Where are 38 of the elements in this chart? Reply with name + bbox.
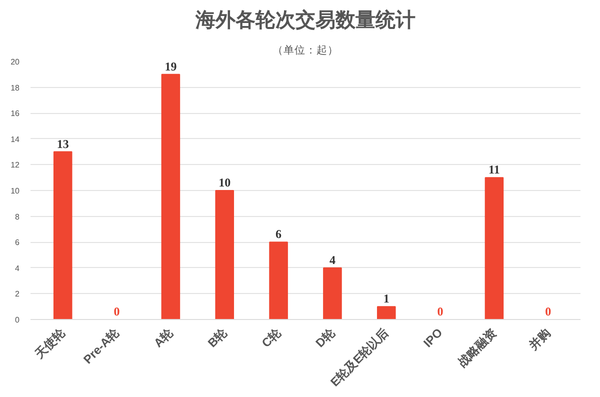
y-tick-label: 6 — [15, 238, 20, 248]
data-label: 19 — [164, 59, 177, 74]
x-tick-label: B轮 — [205, 324, 230, 350]
x-tick-label: 天使轮 — [32, 324, 69, 362]
y-tick-label: 2 — [15, 290, 20, 299]
x-tick-label: C轮 — [258, 324, 284, 350]
bar — [323, 267, 342, 320]
y-tick-label: 20 — [10, 58, 20, 66]
x-tick-label: 战略融资 — [455, 326, 500, 370]
bar — [53, 151, 72, 320]
y-tick-label: 4 — [15, 264, 20, 273]
data-label: 4 — [329, 252, 336, 267]
x-tick-label: 并购 — [526, 326, 554, 354]
y-tick-label: 14 — [10, 134, 20, 144]
data-label: 6 — [276, 227, 282, 242]
chart-subtitle: （单位：起） — [272, 44, 338, 56]
data-label: 0 — [437, 304, 444, 318]
y-tick-label: 18 — [10, 83, 20, 92]
x-tick-label: D轮 — [312, 324, 338, 350]
y-tick-label: 8 — [15, 212, 20, 222]
y-tick-label: 0 — [15, 316, 20, 324]
y-tick-label: 10 — [10, 186, 20, 196]
bar — [484, 177, 504, 320]
data-label: 0 — [114, 304, 120, 318]
data-label: 13 — [56, 136, 69, 151]
bar — [161, 74, 180, 320]
bar — [376, 306, 396, 320]
x-tick-label: IPO — [420, 326, 446, 350]
chart-title: 海外各轮次交易数量统计 — [194, 8, 416, 32]
y-tick-label: 12 — [10, 160, 20, 170]
data-label: 10 — [218, 176, 231, 190]
x-tick-label: A轮 — [151, 324, 176, 350]
y-tick-label: 16 — [10, 109, 20, 118]
data-label: 11 — [488, 162, 500, 177]
bar — [269, 242, 288, 320]
data-label: 0 — [545, 304, 552, 318]
bar — [215, 190, 234, 320]
data-label: 1 — [383, 292, 390, 306]
